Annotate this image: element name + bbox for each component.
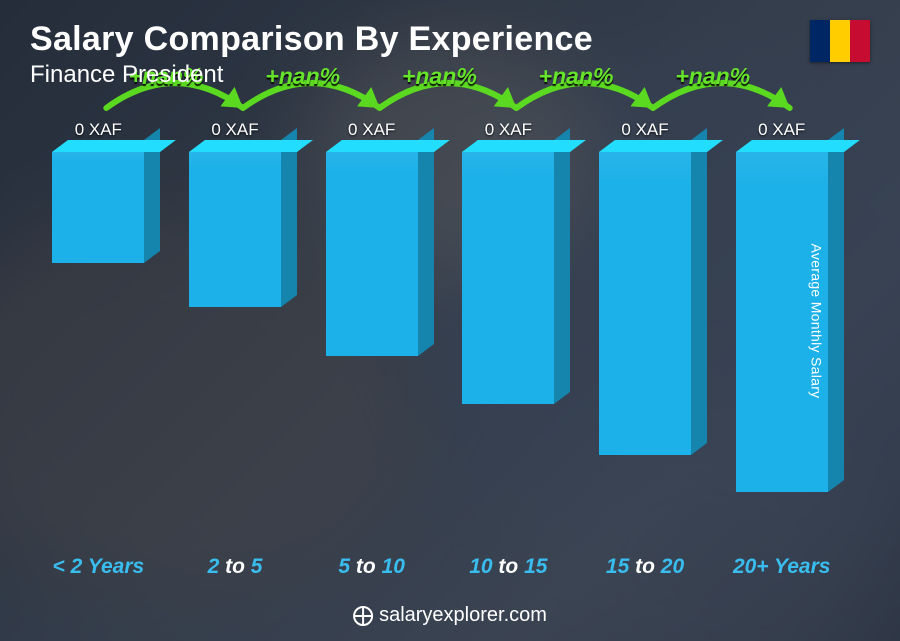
page-subtitle: Finance President [30, 61, 593, 89]
flag-stripe [810, 20, 830, 62]
globe-icon [353, 606, 373, 626]
pct-change-label: +nan% [675, 63, 750, 94]
watermark-text: salaryexplorer.com [379, 604, 547, 627]
flag-stripe [850, 20, 870, 62]
increase-arrow [30, 120, 850, 581]
header: Salary Comparison By Experience Finance … [30, 20, 593, 89]
y-axis-label: Average Monthly Salary [809, 243, 825, 398]
chart: 0 XAF< 2 Years0 XAF2 to 50 XAF5 to 100 X… [30, 120, 850, 581]
page-title: Salary Comparison By Experience [30, 20, 593, 59]
watermark: salaryexplorer.com [353, 604, 547, 627]
country-flag [810, 20, 870, 62]
flag-stripe [830, 20, 850, 62]
